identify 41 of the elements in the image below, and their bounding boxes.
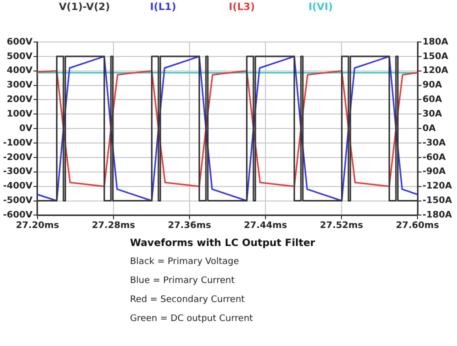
- text: I(L1): [150, 2, 176, 13]
- y2-tick-label: -180A: [422, 210, 452, 221]
- text: Black = Primary Voltage: [130, 257, 240, 267]
- text: Green = DC output Current: [130, 314, 254, 324]
- x-tick-label: 27.20ms: [16, 220, 60, 231]
- x-tick-label: 27.36ms: [168, 220, 212, 231]
- y-tick-label: 500V: [6, 52, 33, 62]
- x-tick-label: 27.28ms: [92, 220, 136, 231]
- y-tick-label: -500V: [2, 196, 33, 206]
- y2-tick-label: 30A: [422, 110, 442, 120]
- y-tick-label: -400V: [2, 182, 33, 192]
- text: V(1)-V(2): [58, 2, 110, 13]
- y2-tick-label: 90A: [422, 80, 442, 91]
- text: I(VI): [308, 2, 333, 13]
- y2-tick-label: 120A: [422, 66, 448, 76]
- y2-tick-label: -30A: [422, 138, 446, 148]
- y2-tick-label: -120A: [422, 182, 452, 192]
- y2-tick-label: 180A: [422, 37, 448, 48]
- x-tick-label: 27.60ms: [396, 220, 440, 231]
- y-tick-label: 100V: [6, 110, 33, 120]
- text: Blue = Primary Current: [130, 276, 236, 286]
- x-tick-label: 27.52ms: [320, 220, 364, 231]
- y-tick-label: 0V: [19, 124, 33, 134]
- text: I(L3): [228, 2, 255, 13]
- text: Waveforms with LC Output Filter: [130, 238, 316, 249]
- y-tick-label: -200V: [2, 152, 33, 163]
- y-tick-label: 300V: [6, 80, 33, 91]
- y-tick-label: 400V: [6, 66, 33, 76]
- text: Red = Secondary Current: [130, 295, 246, 305]
- y-tick-label: -600V: [2, 210, 33, 221]
- y2-tick-label: -60A: [422, 152, 446, 163]
- y-tick-label: 200V: [6, 95, 33, 106]
- y2-tick-label: -90A: [422, 167, 446, 178]
- y2-tick-label: 150A: [422, 52, 448, 62]
- y2-tick-label: 0A: [422, 124, 436, 134]
- y-tick-label: -100V: [2, 138, 33, 148]
- x-tick-label: 27.44ms: [244, 220, 288, 231]
- y-tick-label: 600V: [6, 37, 33, 48]
- y-tick-label: -300V: [2, 167, 33, 178]
- y2-tick-label: 60A: [422, 95, 442, 106]
- y2-tick-label: -150A: [422, 196, 452, 206]
